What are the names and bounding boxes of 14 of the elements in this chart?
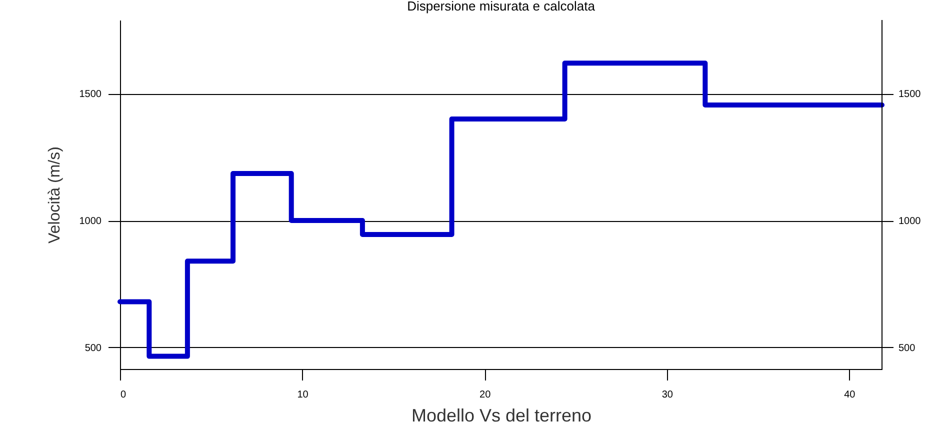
x-tick-label: 0 (120, 390, 126, 400)
y-axis-title: Velocità (m/s) (46, 146, 64, 244)
y2-tick-label: 1000 (898, 216, 922, 228)
y-tick-label: 1000 (79, 216, 102, 228)
y2-tick-label: 500 (898, 342, 916, 354)
y2-tick-label: 1500 (898, 89, 922, 100)
x-tick-label: 40 (844, 390, 856, 400)
chart-title: Dispersione misurata e calcolata (407, 0, 596, 14)
x-tick-label: 20 (480, 390, 492, 400)
x-axis-title: Modello Vs del terreno (411, 406, 592, 426)
x-tick-label: 10 (297, 390, 309, 400)
x-tick-label: 30 (662, 390, 674, 400)
y-tick-label: 500 (84, 342, 102, 354)
y-tick-label: 1500 (79, 89, 102, 100)
